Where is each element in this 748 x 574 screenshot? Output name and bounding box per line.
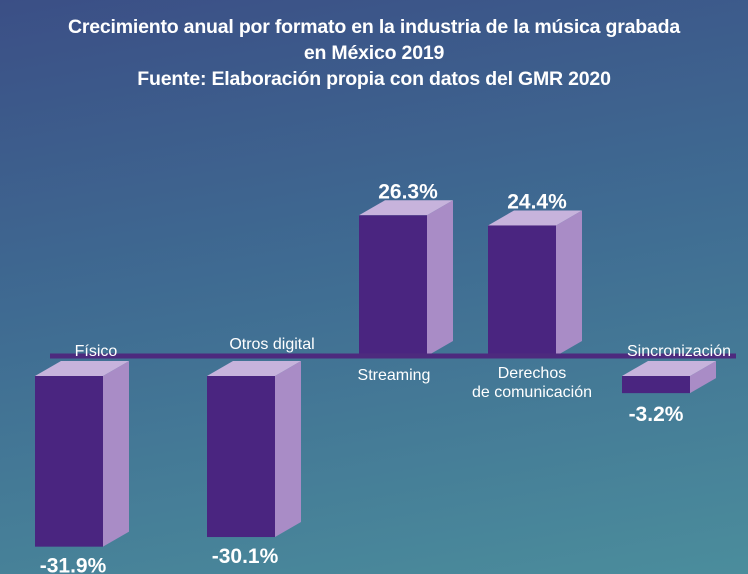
category-label: Streaming (358, 367, 431, 384)
value-label: 24.4% (507, 190, 567, 213)
value-label: -3.2% (629, 403, 684, 426)
bar-side-face (275, 361, 301, 538)
category-label: Físico (75, 343, 118, 360)
bar-side-face (103, 361, 129, 547)
category-label: Derechos de comunicación (472, 365, 592, 401)
chart-subtitle: Fuente: Elaboración propia con datos del… (137, 68, 611, 90)
bar-front-face (35, 376, 103, 547)
bar-top-face (359, 200, 453, 216)
value-label: 26.3% (378, 180, 438, 203)
bar-front-face (622, 376, 690, 394)
bar-4 (622, 361, 716, 394)
bar-top-face (488, 210, 582, 226)
value-label: -30.1% (212, 545, 279, 568)
bar-1 (207, 361, 301, 538)
category-label: Otros digital (229, 336, 314, 353)
bar-front-face (207, 376, 275, 538)
chart-title-line-1: Crecimiento anual por formato en la indu… (67, 16, 681, 38)
chart-title: Crecimiento anual por formato en la indu… (0, 14, 748, 92)
value-label: -31.9% (40, 555, 107, 574)
bar-top-face (622, 361, 716, 376)
category-label: Sincronización (627, 343, 731, 360)
bar-2 (359, 200, 453, 356)
bar-front-face (488, 225, 556, 356)
bar-3 (488, 210, 582, 356)
bar-front-face (359, 215, 427, 356)
chart-title-line-2: en México 2019 (303, 42, 445, 64)
bar-top-face (207, 361, 301, 376)
bar-top-face (35, 361, 129, 376)
bar-side-face (690, 361, 716, 394)
bar-side-face (556, 210, 582, 356)
bar-0 (35, 361, 129, 547)
bar-side-face (427, 200, 453, 356)
